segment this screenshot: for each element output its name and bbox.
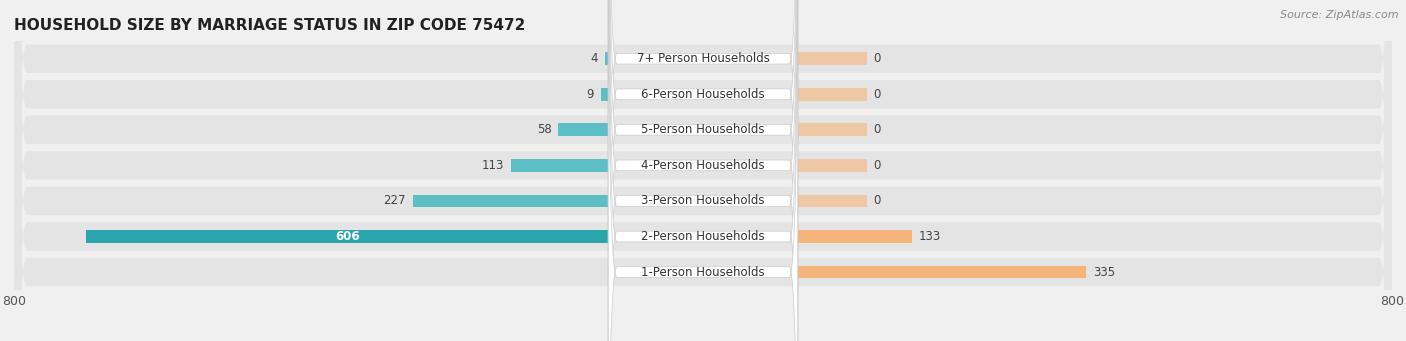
Text: 113: 113 <box>482 159 505 172</box>
FancyBboxPatch shape <box>14 0 1392 341</box>
FancyBboxPatch shape <box>609 0 797 341</box>
Bar <box>510 159 609 172</box>
Legend: Family, Nonfamily: Family, Nonfamily <box>620 340 786 341</box>
Text: 1-Person Households: 1-Person Households <box>641 266 765 279</box>
Text: 0: 0 <box>873 159 882 172</box>
Text: 7+ Person Households: 7+ Person Households <box>637 52 769 65</box>
Text: 133: 133 <box>920 230 942 243</box>
FancyBboxPatch shape <box>609 0 797 341</box>
FancyBboxPatch shape <box>14 0 1392 341</box>
FancyBboxPatch shape <box>14 0 1392 341</box>
Text: 606: 606 <box>335 230 360 243</box>
Bar <box>797 266 1087 279</box>
FancyBboxPatch shape <box>609 0 797 341</box>
FancyBboxPatch shape <box>14 0 1392 341</box>
FancyBboxPatch shape <box>609 0 797 341</box>
FancyBboxPatch shape <box>14 0 1392 341</box>
FancyBboxPatch shape <box>609 0 797 341</box>
Text: 58: 58 <box>537 123 551 136</box>
Text: 0: 0 <box>873 52 882 65</box>
Bar <box>558 123 609 136</box>
Text: 0: 0 <box>873 123 882 136</box>
Bar <box>797 52 866 65</box>
Text: 227: 227 <box>384 194 406 207</box>
Bar <box>797 88 866 101</box>
Bar <box>797 230 912 243</box>
Text: HOUSEHOLD SIZE BY MARRIAGE STATUS IN ZIP CODE 75472: HOUSEHOLD SIZE BY MARRIAGE STATUS IN ZIP… <box>14 18 526 33</box>
Text: 5-Person Households: 5-Person Households <box>641 123 765 136</box>
Text: 4: 4 <box>591 52 598 65</box>
FancyBboxPatch shape <box>14 0 1392 341</box>
Bar <box>413 195 609 207</box>
Text: Source: ZipAtlas.com: Source: ZipAtlas.com <box>1281 10 1399 20</box>
Text: 6-Person Households: 6-Person Households <box>641 88 765 101</box>
FancyBboxPatch shape <box>609 0 797 341</box>
Text: 2-Person Households: 2-Person Households <box>641 230 765 243</box>
Bar <box>86 230 609 243</box>
Text: 0: 0 <box>873 88 882 101</box>
FancyBboxPatch shape <box>609 0 797 341</box>
FancyBboxPatch shape <box>14 0 1392 341</box>
Text: 0: 0 <box>873 194 882 207</box>
Bar <box>600 88 609 101</box>
Text: 4-Person Households: 4-Person Households <box>641 159 765 172</box>
Text: 335: 335 <box>1092 266 1115 279</box>
Bar <box>605 52 609 65</box>
Bar <box>797 195 866 207</box>
Bar <box>797 123 866 136</box>
Bar <box>797 159 866 172</box>
Text: 3-Person Households: 3-Person Households <box>641 194 765 207</box>
Text: 9: 9 <box>586 88 593 101</box>
